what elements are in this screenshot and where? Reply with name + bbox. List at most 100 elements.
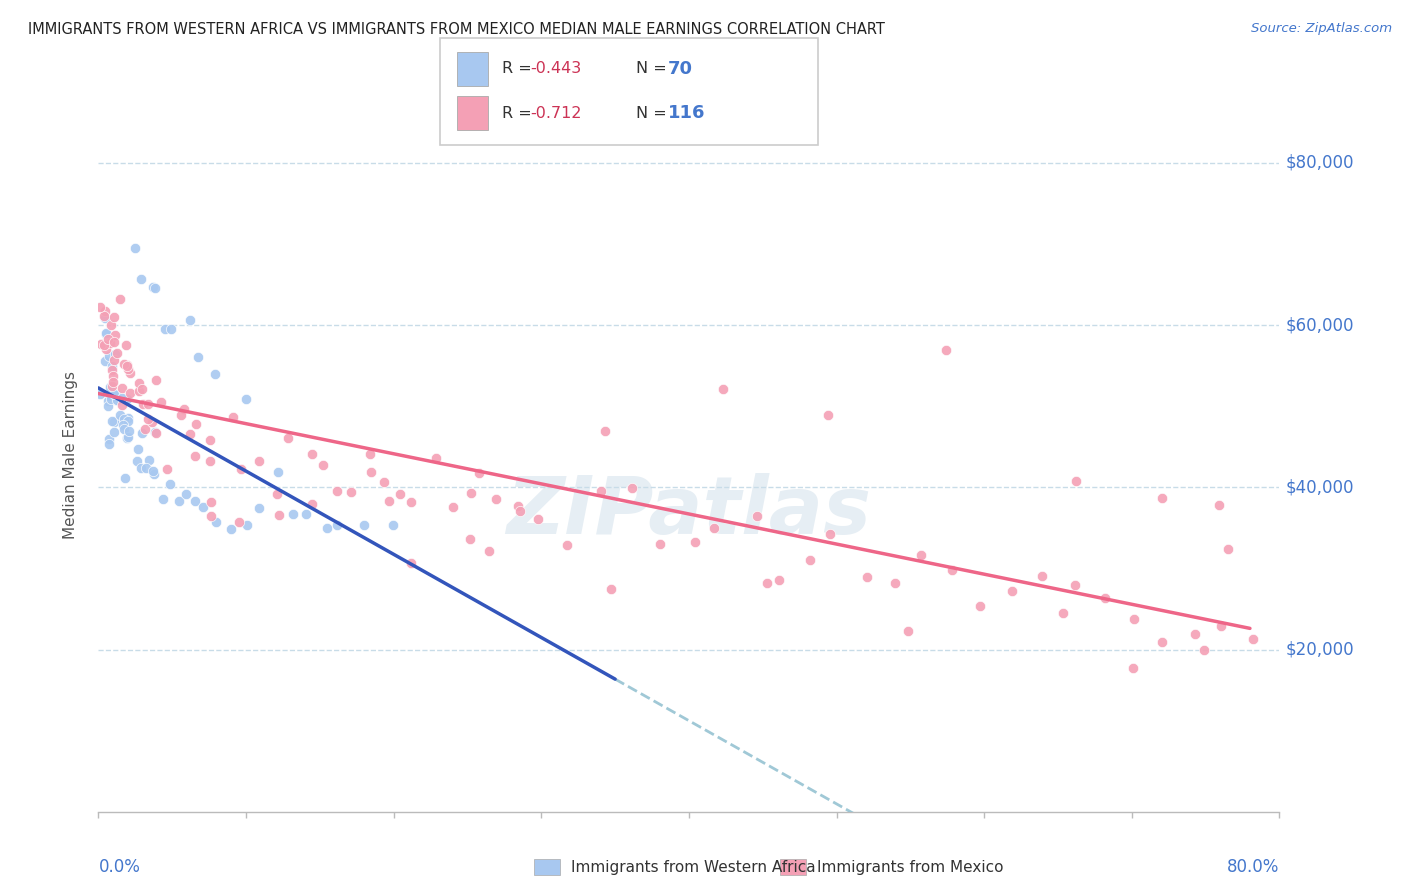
Text: ZIPatlas: ZIPatlas (506, 473, 872, 551)
Point (179, 427, 201, 442)
Point (167, 494, 190, 508)
Point (200, 453, 222, 467)
Point (159, 322, 181, 336)
Point (1209, 619, 1232, 633)
Text: IMMIGRANTS FROM WESTERN AFRICA VS IMMIGRANTS FROM MEXICO MEDIAN MALE EARNINGS CO: IMMIGRANTS FROM WESTERN AFRICA VS IMMIGR… (28, 22, 884, 37)
Point (399, 556, 422, 570)
Point (159, 477, 181, 491)
Point (267, 508, 290, 522)
Point (114, 337, 136, 351)
Point (117, 430, 139, 444)
Point (97, 394, 120, 409)
Point (142, 467, 165, 482)
Point (124, 241, 146, 255)
Point (101, 378, 124, 392)
Point (103, 416, 125, 430)
Text: 80.0%: 80.0% (1227, 858, 1279, 876)
Point (600, 582, 623, 596)
Point (90, 336, 112, 351)
Point (135, 460, 157, 475)
Point (229, 462, 252, 476)
Point (378, 493, 401, 508)
Point (153, 322, 176, 336)
Point (112, 422, 135, 436)
Point (281, 507, 304, 521)
Point (97, 433, 120, 447)
Point (219, 522, 242, 536)
Point (555, 538, 578, 552)
Text: 70: 70 (668, 60, 693, 78)
Point (1064, 474, 1087, 488)
Point (388, 487, 411, 501)
Point (941, 563, 963, 577)
Point (817, 409, 839, 423)
Point (458, 532, 481, 546)
Point (187, 350, 209, 364)
Point (136, 397, 159, 411)
Point (94, 326, 117, 341)
Point (897, 624, 920, 639)
Point (360, 465, 382, 479)
Point (1208, 498, 1230, 512)
Point (683, 534, 706, 549)
Point (101, 368, 124, 383)
Point (111, 418, 134, 433)
Point (198, 433, 221, 447)
Point (117, 361, 139, 376)
Point (100, 414, 122, 428)
Point (381, 518, 404, 533)
Point (117, 414, 139, 428)
Point (1063, 578, 1085, 592)
Point (129, 460, 152, 475)
Text: $80,000: $80,000 (1285, 154, 1354, 172)
Point (1192, 643, 1215, 657)
Point (768, 573, 790, 587)
Text: -0.712: -0.712 (530, 106, 582, 120)
Point (969, 599, 991, 613)
Point (103, 425, 125, 439)
Point (703, 520, 725, 534)
Point (183, 450, 205, 464)
Text: 0.0%: 0.0% (98, 858, 141, 876)
Point (179, 312, 201, 326)
Point (94, 342, 117, 356)
Point (460, 486, 482, 500)
Point (621, 481, 644, 495)
Point (103, 310, 125, 324)
Point (127, 442, 149, 457)
Point (98, 335, 121, 350)
Point (115, 359, 138, 374)
Text: $60,000: $60,000 (1285, 316, 1354, 334)
Point (353, 518, 375, 533)
Point (129, 271, 152, 285)
Point (509, 504, 531, 518)
Point (294, 507, 316, 521)
Point (747, 509, 769, 524)
Point (94, 304, 117, 318)
Point (94, 310, 117, 325)
Point (98, 349, 121, 363)
Point (100, 359, 122, 373)
Point (100, 318, 122, 332)
Point (111, 381, 134, 395)
Point (173, 402, 195, 417)
Text: Immigrants from Mexico: Immigrants from Mexico (817, 860, 1004, 874)
Point (134, 422, 156, 436)
Point (131, 425, 153, 440)
Point (104, 346, 127, 360)
Point (174, 487, 197, 501)
Point (266, 465, 288, 479)
Point (184, 417, 207, 431)
Point (138, 452, 160, 467)
Point (145, 426, 167, 441)
Point (326, 518, 349, 533)
Point (98, 380, 121, 394)
Point (108, 292, 131, 306)
Point (89, 386, 111, 401)
Point (103, 352, 125, 367)
Point (184, 494, 207, 508)
Point (589, 483, 612, 498)
Text: Immigrants from Western Africa: Immigrants from Western Africa (571, 860, 815, 874)
Point (145, 373, 167, 387)
Point (508, 500, 530, 514)
